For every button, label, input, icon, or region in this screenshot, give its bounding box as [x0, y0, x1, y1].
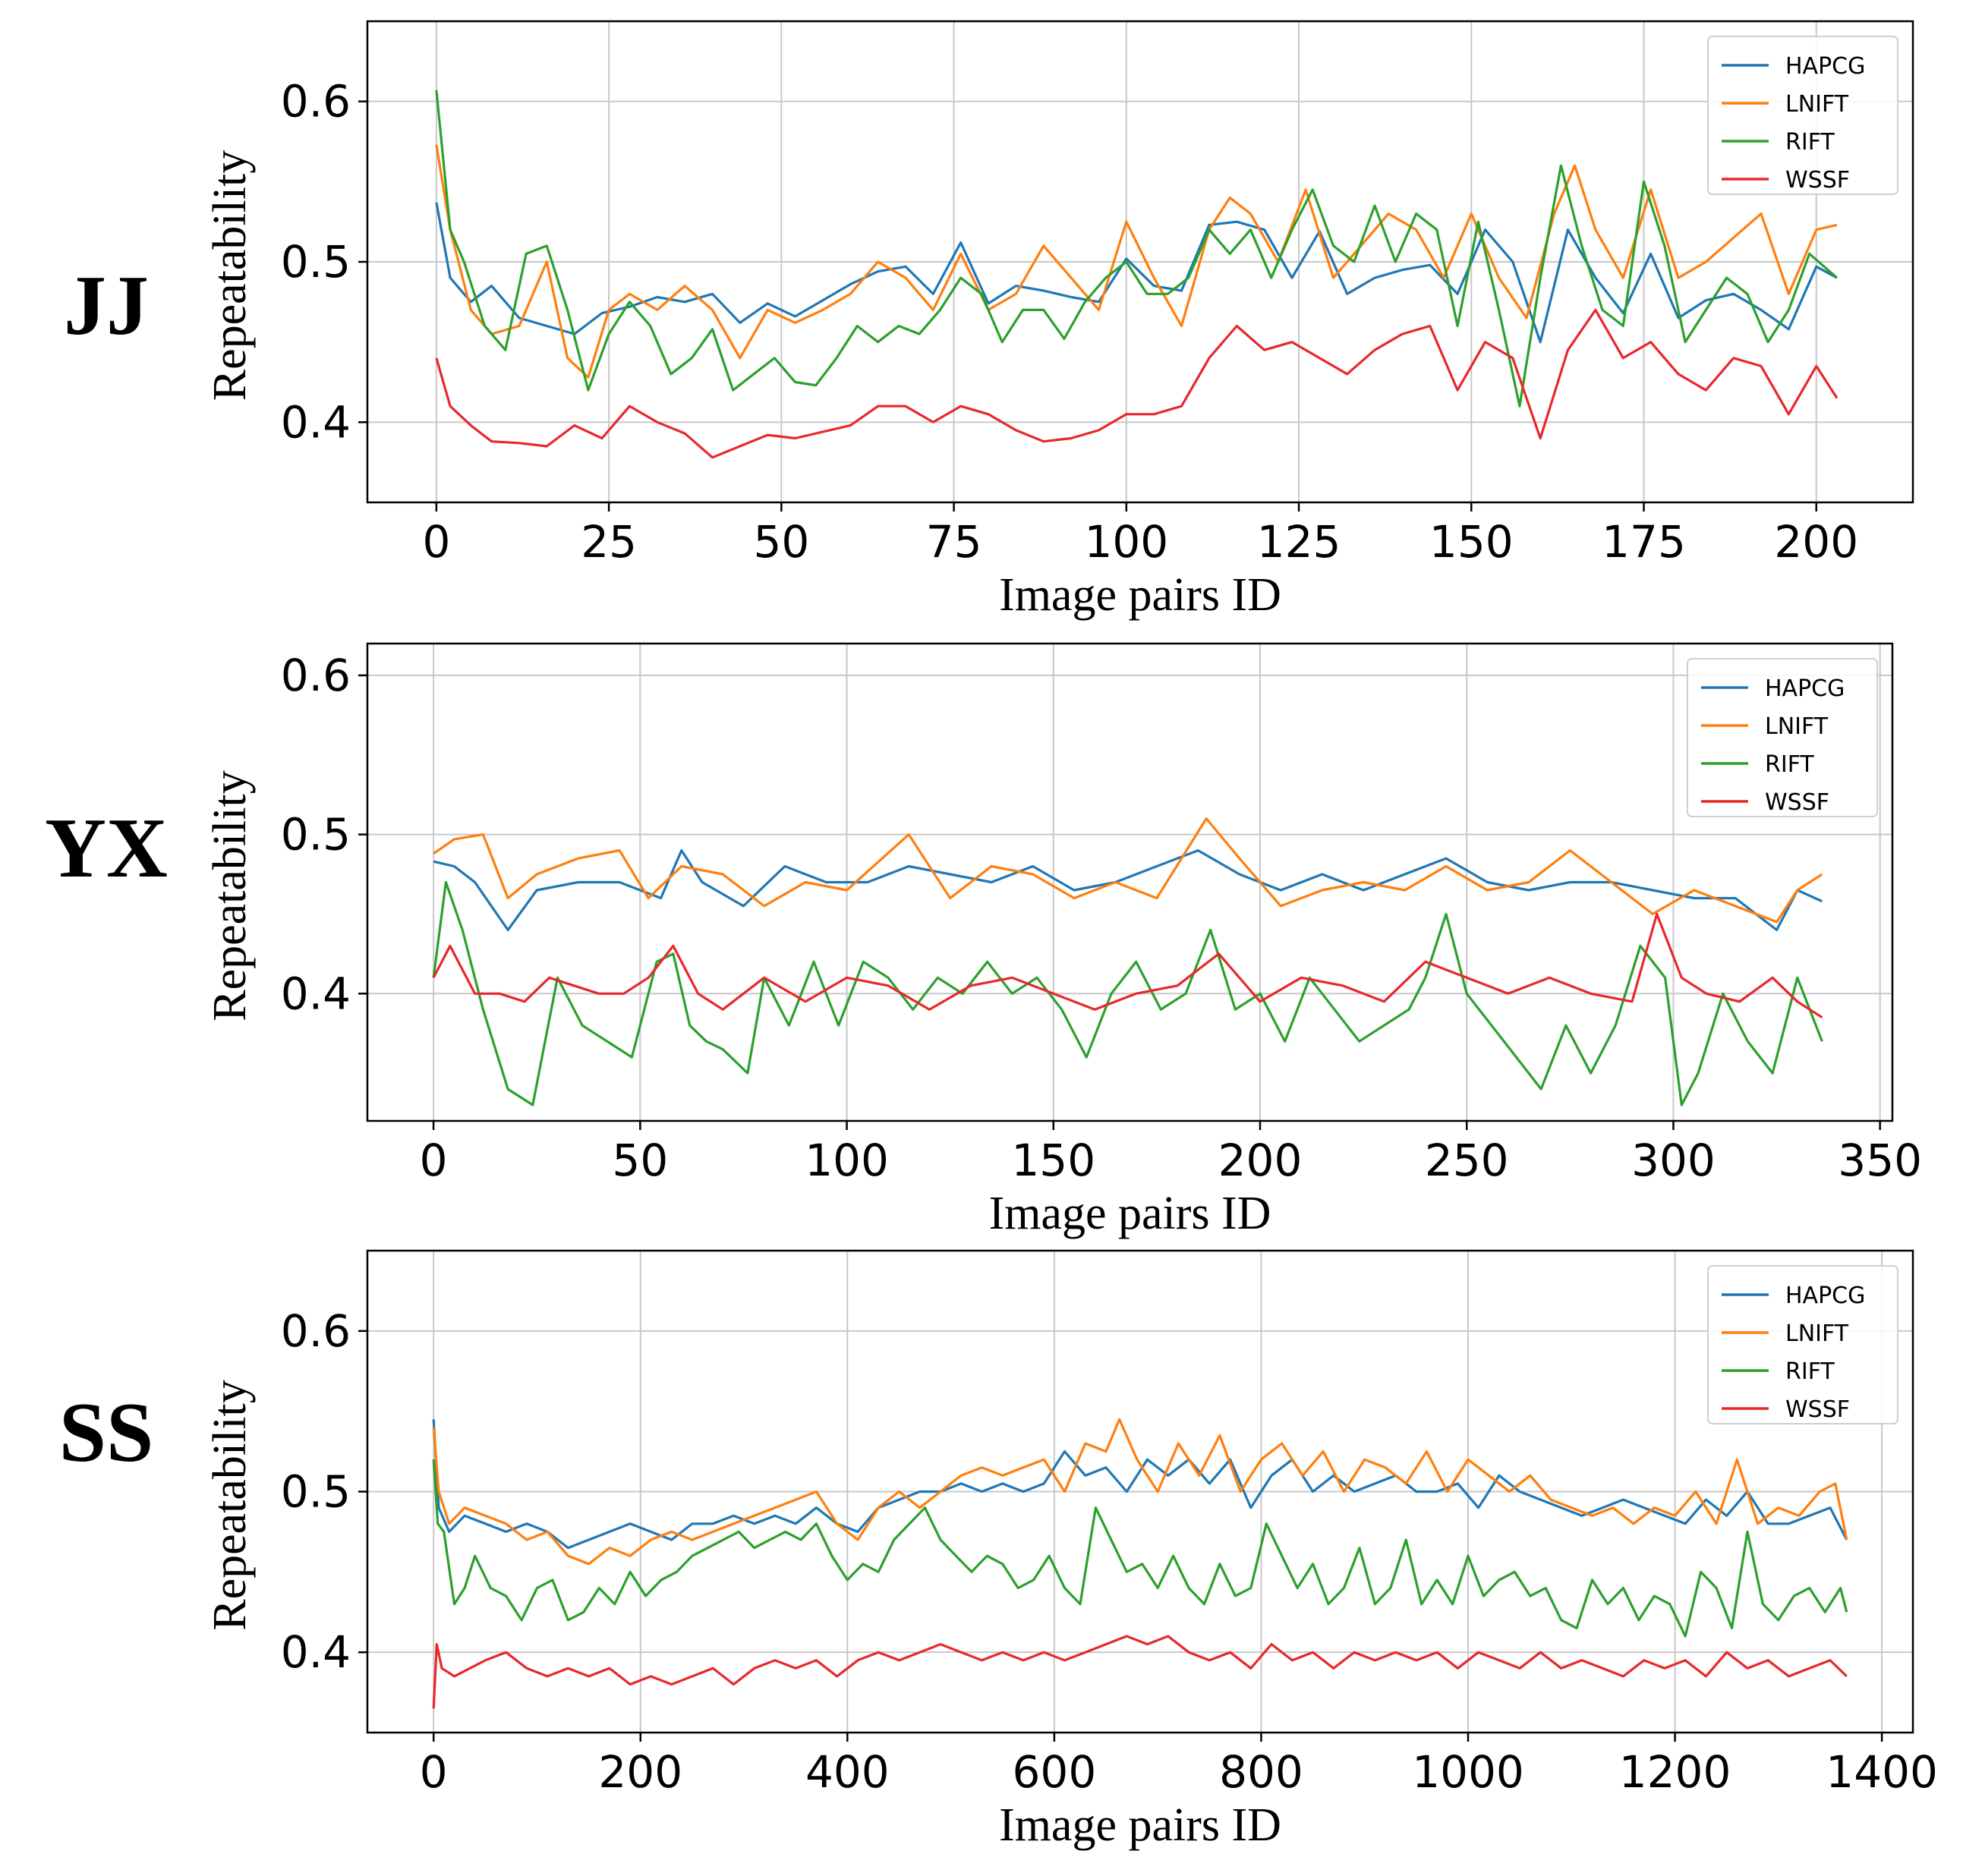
x-tick-label: 0: [422, 516, 450, 568]
series-line-wssf: [435, 308, 1839, 459]
legend: HAPCG LNIFT RIFT WSSF: [1687, 658, 1878, 817]
series-line-rift: [432, 880, 1823, 1106]
x-tick-label: 50: [753, 516, 809, 568]
x-tick-label: 0: [420, 1135, 448, 1186]
legend: HAPCG LNIFT RIFT WSSF: [1707, 36, 1898, 195]
legend-label: RIFT: [1785, 1358, 1835, 1385]
y-axis-title: Repeatability: [204, 150, 256, 401]
legend-label: WSSF: [1785, 1396, 1850, 1423]
y-tick-label: 0.6: [281, 1305, 351, 1357]
x-tick-label: 400: [805, 1746, 890, 1798]
y-tick-label: 0.5: [281, 236, 351, 288]
legend-label: HAPCG: [1785, 1283, 1865, 1309]
legend-label: RIFT: [1785, 129, 1835, 156]
series-line-rift: [432, 1459, 1848, 1638]
legend-label: WSSF: [1785, 167, 1850, 194]
chart-panel-yx: 0 50 100 150 200 250 300 350 0.4 0.5 0.6 Image pair…: [45, 642, 1922, 1239]
x-tick-label: 100: [805, 1135, 889, 1186]
legend-label: LNIFT: [1765, 713, 1829, 740]
x-tick-label: 300: [1631, 1135, 1716, 1186]
y-axis-title: Repeatability: [204, 770, 256, 1021]
chart-panel-ss: 0 200 400 600 800 1000 1200 1400 0.4 0.5 0.6 Image …: [59, 1249, 1938, 1851]
y-tick-label: 0.4: [281, 396, 351, 448]
row-label: SS: [59, 1386, 154, 1480]
legend-label: RIFT: [1765, 751, 1814, 778]
series-line-rift: [435, 90, 1839, 408]
x-tick-label: 800: [1219, 1746, 1303, 1798]
x-axis-title: Image pairs ID: [989, 1188, 1271, 1239]
x-tick-label: 150: [1429, 516, 1514, 568]
series-line-lnift: [433, 817, 1823, 924]
legend-label: HAPCG: [1785, 53, 1865, 80]
y-tick-label: 0.4: [281, 968, 351, 1019]
x-tick-label: 200: [1218, 1135, 1303, 1186]
legend-box: [1687, 658, 1878, 817]
series-line-lnift: [432, 1418, 1848, 1566]
x-tick-label: 200: [1774, 516, 1858, 568]
x-tick-label: 1200: [1619, 1746, 1731, 1798]
legend-box: [1707, 1265, 1898, 1424]
row-label: YX: [45, 801, 168, 896]
y-tick-label: 0.5: [281, 809, 351, 861]
y-tick-label: 0.6: [281, 76, 351, 127]
x-axis-title: Image pairs ID: [999, 569, 1281, 621]
series-line-hapcg: [435, 202, 1838, 344]
legend-label: LNIFT: [1785, 1320, 1849, 1347]
x-tick-label: 25: [581, 516, 637, 568]
x-tick-label: 125: [1257, 516, 1341, 568]
legend: HAPCG LNIFT RIFT WSSF: [1707, 1265, 1898, 1424]
x-tick-label: 200: [598, 1746, 682, 1798]
legend-label: WSSF: [1765, 789, 1829, 816]
series-line-wssf: [432, 912, 1823, 1019]
series-line-lnift: [435, 144, 1838, 379]
plot-frame: [366, 642, 1894, 1122]
x-tick-label: 100: [1084, 516, 1168, 568]
x-tick-label: 50: [612, 1135, 668, 1186]
row-label: JJ: [64, 259, 149, 353]
x-tick-label: 250: [1425, 1135, 1509, 1186]
x-tick-label: 600: [1013, 1746, 1097, 1798]
y-tick-label: 0.4: [281, 1626, 351, 1678]
y-tick-label: 0.6: [281, 650, 351, 701]
chart-panel-jj: 0 25 50 75 100 125 150 175 200 0.4 0.5 0.6 Image pai…: [64, 20, 1914, 621]
series-line-wssf: [432, 1635, 1848, 1709]
series-line-hapcg: [433, 849, 1823, 931]
legend-label: LNIFT: [1785, 91, 1849, 118]
y-tick-label: 0.5: [281, 1466, 351, 1518]
legend-label: HAPCG: [1765, 675, 1845, 702]
x-tick-label: 0: [420, 1746, 448, 1798]
x-tick-label: 150: [1011, 1135, 1095, 1186]
x-axis-title: Image pairs ID: [999, 1799, 1281, 1851]
y-axis-title: Repeatability: [204, 1380, 256, 1631]
x-tick-label: 75: [926, 516, 982, 568]
series-line-hapcg: [432, 1419, 1848, 1550]
legend-box: [1707, 36, 1898, 195]
x-tick-label: 350: [1838, 1135, 1922, 1186]
x-tick-label: 1000: [1412, 1746, 1524, 1798]
x-tick-label: 1400: [1826, 1746, 1938, 1798]
x-tick-label: 175: [1602, 516, 1686, 568]
